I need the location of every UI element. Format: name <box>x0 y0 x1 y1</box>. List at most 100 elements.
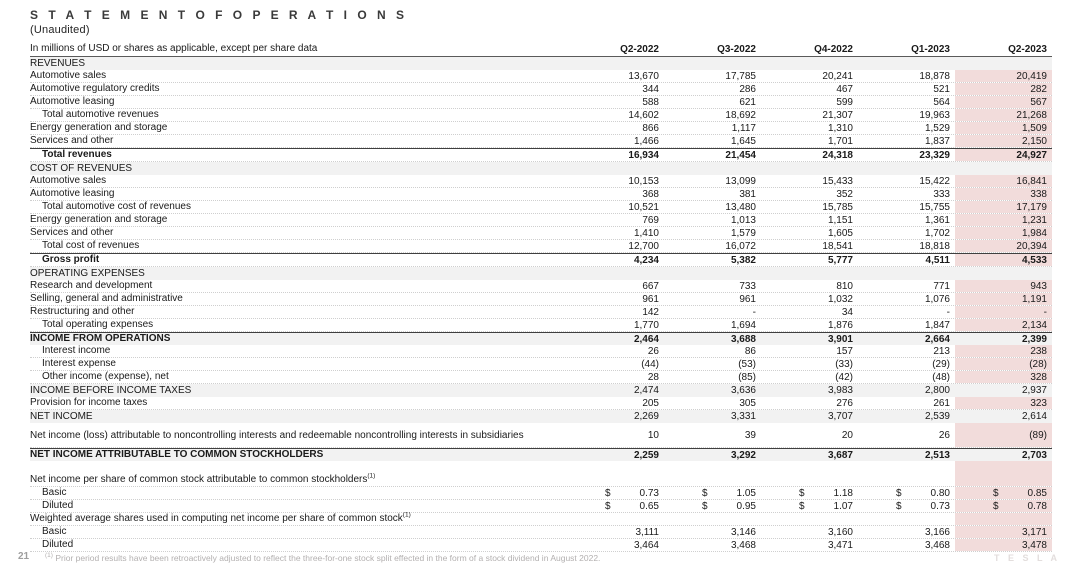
value-cell: 13,480 <box>725 201 756 213</box>
value-cell: 12,700 <box>628 240 659 252</box>
row-label: Interest income <box>42 345 111 356</box>
value-cell: $1.05 <box>664 487 761 499</box>
value-cell: 18,692 <box>725 109 756 121</box>
value-cell: 16,072 <box>725 240 756 252</box>
row-label: Diluted <box>42 539 74 550</box>
tesla-logo: T E S L A <box>993 553 1060 563</box>
column-header: Q2-2022 <box>620 43 659 55</box>
value-cell: 28 <box>647 371 659 383</box>
value-cell <box>858 162 955 175</box>
value-cell: 961 <box>642 293 659 305</box>
value-cell: 17,785 <box>725 70 756 82</box>
table-row: Interest income 26 86 157 213 238 <box>30 345 1052 358</box>
value-cell: 733 <box>739 280 756 292</box>
value-cell: 3,292 <box>730 449 756 461</box>
value-cell: 305 <box>739 397 756 409</box>
row-label: Automotive regulatory credits <box>30 83 160 94</box>
value-cell: 352 <box>836 188 853 200</box>
value-cell: (44) <box>641 358 659 370</box>
statement-table: In millions of USD or shares as applicab… <box>30 43 1052 552</box>
table-row: Energy generation and storage 866 1,117 1,3… <box>30 122 1052 135</box>
value-cell-highlighted: (89) <box>955 423 1052 447</box>
value-cell: 333 <box>933 188 950 200</box>
dollar-sign: $ <box>605 487 611 499</box>
footnote-marker: (1) <box>45 552 53 560</box>
value-cell: (53) <box>738 358 756 370</box>
value-cell <box>858 474 955 486</box>
footnote-text: Prior period results have been retroacti… <box>55 553 601 563</box>
row-label: REVENUES <box>30 57 86 69</box>
value-cell: 4,234 <box>633 254 659 266</box>
value-cell: 18,878 <box>919 70 950 82</box>
value-cell: 1,361 <box>924 214 950 226</box>
row-label: Total cost of revenues <box>42 240 140 251</box>
value-cell: 16,934 <box>628 149 659 161</box>
value-cell-highlighted: 328 <box>955 371 1052 383</box>
dollar-sign: $ <box>993 500 999 512</box>
section-row: REVENUES <box>30 57 1052 70</box>
value-cell <box>761 474 858 486</box>
value-cell: 3,166 <box>924 526 950 538</box>
value-cell: 1,310 <box>827 122 853 134</box>
value-cell <box>858 513 955 525</box>
column-header: Q3-2022 <box>717 43 756 55</box>
cell-value: 0.73 <box>639 487 659 499</box>
row-label: Automotive sales <box>30 175 107 186</box>
value-cell: 21,454 <box>725 149 756 161</box>
row-label: Energy generation and storage <box>30 214 168 225</box>
value-cell: 3,688 <box>730 333 756 345</box>
table-row: Total automotive cost of revenues 10,521 1… <box>30 201 1052 214</box>
value-cell: 3,983 <box>827 385 853 396</box>
value-cell: 15,755 <box>919 201 950 213</box>
value-cell: 368 <box>642 188 659 200</box>
value-cell: 20,241 <box>822 70 853 82</box>
value-cell-highlighted: 4,533 <box>955 254 1052 266</box>
value-cell-highlighted <box>955 267 1052 280</box>
spacer-row <box>30 461 1052 474</box>
value-cell: 15,433 <box>822 175 853 187</box>
value-cell: 39 <box>744 429 756 441</box>
value-cell: 961 <box>739 293 756 305</box>
value-cell-highlighted: 2,399 <box>955 333 1052 345</box>
value-cell-highlighted: 282 <box>955 83 1052 95</box>
value-cell: 15,785 <box>822 201 853 213</box>
value-cell: 2,269 <box>633 411 659 422</box>
value-cell: 23,329 <box>919 149 950 161</box>
value-cell <box>858 57 955 70</box>
table-row: Total operating expenses 1,770 1,694 1,876 1… <box>30 319 1052 332</box>
value-cell: 213 <box>933 345 950 357</box>
value-cell: 3,160 <box>827 526 853 538</box>
value-cell-highlighted: 17,179 <box>955 201 1052 213</box>
row-label: Automotive leasing <box>30 96 115 107</box>
table-row: Automotive regulatory credits 344 286 467 52… <box>30 83 1052 96</box>
value-cell: 142 <box>642 306 659 318</box>
page-subtitle: (Unaudited) <box>30 24 90 36</box>
table-row: Net income (loss) attributable to noncon… <box>30 423 1052 448</box>
value-cell: 14,602 <box>628 109 659 121</box>
value-cell: $1.07 <box>761 500 858 512</box>
row-label: Basic <box>42 487 67 498</box>
dollar-sign: $ <box>896 487 902 499</box>
row-label: INCOME FROM OPERATIONS <box>30 333 171 344</box>
value-cell <box>858 461 955 474</box>
value-cell: 2,259 <box>633 449 659 461</box>
cell-value: 0.85 <box>1027 487 1047 499</box>
table-row: Automotive leasing 588 621 599 564 567 <box>30 96 1052 109</box>
row-label: Energy generation and storage <box>30 122 168 133</box>
value-cell-highlighted: 24,927 <box>955 149 1052 161</box>
table-row: Automotive sales 10,153 13,099 15,433 15,422… <box>30 175 1052 188</box>
value-cell: 1,013 <box>730 214 756 226</box>
value-cell: (29) <box>932 358 950 370</box>
dollar-sign: $ <box>605 500 611 512</box>
value-cell <box>761 461 858 474</box>
value-cell <box>567 513 664 525</box>
value-cell-highlighted <box>955 461 1052 474</box>
row-label: Diluted <box>42 500 74 511</box>
value-cell: 26 <box>938 429 950 441</box>
table-row: NET INCOME 2,269 3,331 3,707 2,539 2,614 <box>30 410 1052 423</box>
value-cell-highlighted: - <box>955 306 1052 318</box>
value-cell: $0.65 <box>567 500 664 512</box>
value-cell: 21,307 <box>822 109 853 121</box>
dollar-sign: $ <box>896 500 902 512</box>
value-cell-highlighted: 1,191 <box>955 293 1052 305</box>
